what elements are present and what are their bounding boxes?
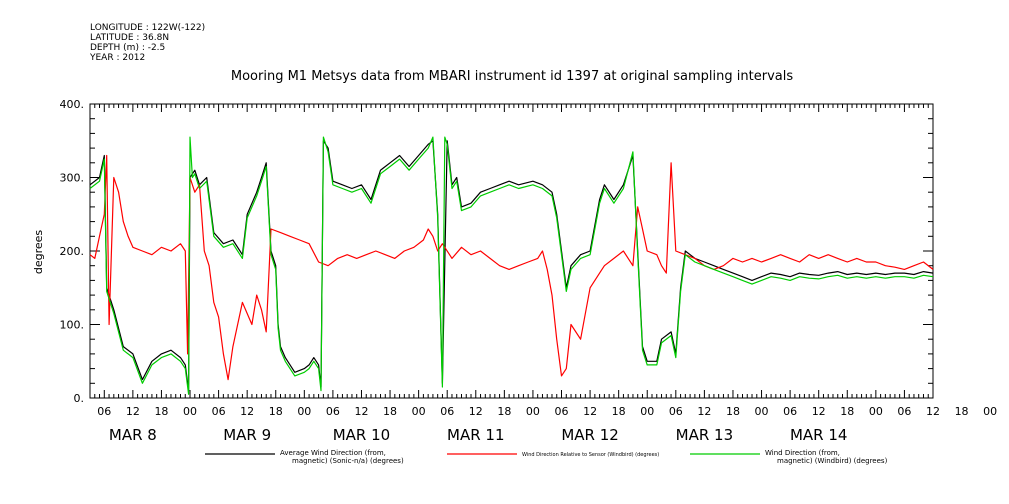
y-axis: 0. 100. 200. 300. 400.	[60, 98, 933, 405]
y-axis-label: degrees	[32, 230, 45, 275]
y-tick-label: 200.	[60, 245, 85, 258]
y-tick-label: 100.	[60, 319, 85, 332]
x-tick-label: 00	[869, 405, 883, 418]
plot-frame	[89, 103, 934, 399]
day-label: MAR 14	[790, 426, 847, 444]
meta-line-depth: DEPTH (m) : -2.5	[90, 43, 165, 53]
x-axis: 06 12 18 00 06 12 18 00 06 12 18 00 06 12 18 00 06 12 18 00…	[89, 104, 997, 418]
x-tick-label: 18	[612, 405, 626, 418]
x-tick-label: 18	[840, 405, 854, 418]
x-tick-label: 00	[297, 405, 311, 418]
meta-line-longitude: LONGITUDE : 122W(-122)	[90, 23, 205, 33]
x-tick-label: 18	[269, 405, 283, 418]
y-tick-label: 400.	[60, 98, 85, 111]
x-tick-label: 00	[412, 405, 426, 418]
day-label: MAR 8	[109, 426, 157, 444]
x-tick-label: 18	[383, 405, 397, 418]
legend: Average Wind Direction (from,magnetic) (…	[205, 449, 888, 465]
series-line	[89, 154, 934, 381]
x-tick-label: 00	[526, 405, 540, 418]
x-tick-label: 18	[726, 405, 740, 418]
legend-label: Average Wind Direction (from,	[280, 449, 386, 457]
legend-label: magnetic) (Sonic-n/a) (degrees)	[292, 457, 404, 465]
x-tick-label: 12	[697, 405, 711, 418]
x-tick-label: 12	[926, 405, 940, 418]
metadata-block: LONGITUDE : 122W(-122) LATITUDE : 36.8N …	[89, 23, 205, 63]
day-label: MAR 10	[333, 426, 390, 444]
x-tick-label: 06	[783, 405, 797, 418]
x-tick-label: 00	[640, 405, 654, 418]
x-tick-label: 18	[497, 405, 511, 418]
x-tick-label: 00	[183, 405, 197, 418]
x-tick-label: 06	[212, 405, 226, 418]
x-tick-label: 12	[126, 405, 140, 418]
day-label: MAR 11	[447, 426, 504, 444]
series-line	[89, 136, 934, 395]
x-tick-label: 06	[326, 405, 340, 418]
legend-label: magnetic) (Windbird) (degrees)	[777, 457, 888, 465]
x-tick-label: 12	[583, 405, 597, 418]
x-tick-label: 12	[240, 405, 254, 418]
x-tick-label: 06	[97, 405, 111, 418]
series-line	[89, 140, 934, 392]
x-tick-label: 18	[154, 405, 168, 418]
x-tick-label: 12	[354, 405, 368, 418]
x-tick-label: 06	[669, 405, 683, 418]
y-tick-label: 300.	[60, 172, 85, 185]
x-tick-label: 18	[955, 405, 969, 418]
x-tick-label: 12	[812, 405, 826, 418]
chart-title: Mooring M1 Metsys data from MBARI instru…	[231, 69, 793, 84]
day-label: MAR 13	[676, 426, 733, 444]
meta-line-latitude: LATITUDE : 36.8N	[90, 33, 169, 43]
day-label: MAR 9	[223, 426, 271, 444]
day-label: MAR 12	[561, 426, 618, 444]
x-tick-label: 06	[897, 405, 911, 418]
legend-label: Wind Direction (from,	[765, 449, 840, 457]
x-tick-label: 06	[440, 405, 454, 418]
meta-line-year: YEAR : 2012	[89, 53, 145, 63]
x-tick-label: 00	[755, 405, 769, 418]
y-tick-label: 0.	[74, 392, 85, 405]
x-tick-label: 12	[469, 405, 483, 418]
day-labels: MAR 8 MAR 9 MAR 10 MAR 11 MAR 12 MAR 13 MAR 14	[109, 426, 848, 444]
series-group	[89, 136, 934, 395]
x-tick-label: 00	[983, 405, 997, 418]
legend-label: Wind Direction Relative to Sensor (Windb…	[522, 452, 659, 458]
x-tick-label: 06	[555, 405, 569, 418]
